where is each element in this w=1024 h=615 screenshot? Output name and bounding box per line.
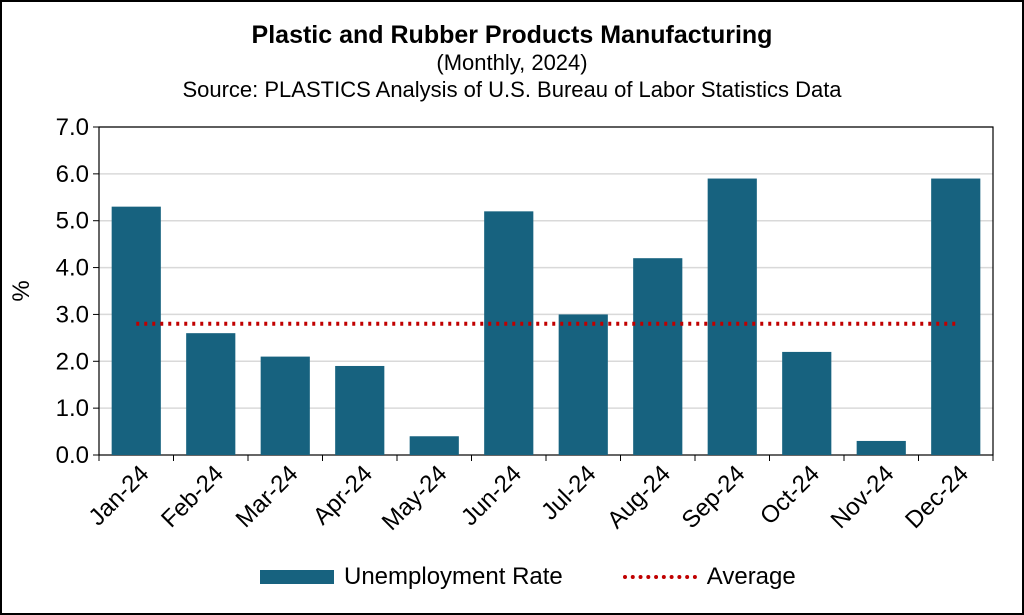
bar	[111, 206, 161, 455]
legend-average-swatch	[622, 575, 697, 579]
legend-average-label: Average	[706, 563, 796, 590]
bar	[558, 314, 608, 455]
legend-bar-label: Unemployment Rate	[344, 563, 563, 590]
legend-bar-swatch	[260, 570, 334, 584]
title-block: Plastic and Rubber Products Manufacturin…	[2, 20, 1022, 104]
bar	[931, 178, 981, 456]
bar	[260, 356, 310, 455]
bar	[409, 436, 459, 455]
x-tick-label: Sep-24	[677, 460, 751, 534]
legend: Unemployment Rate Average	[260, 562, 796, 592]
bar	[335, 365, 385, 455]
y-tick-label: 1.0	[56, 395, 89, 422]
x-tick-label: Jul-24	[536, 460, 601, 525]
y-tick-label: 6.0	[56, 161, 89, 188]
x-tick-label: Dec-24	[900, 460, 974, 534]
chart-subtitle: (Monthly, 2024)	[436, 50, 588, 75]
y-axis-title: %	[8, 280, 35, 301]
y-tick-label: 2.0	[56, 348, 89, 375]
chart-source: Source: PLASTICS Analysis of U.S. Bureau…	[182, 77, 842, 102]
y-tick-label: 4.0	[56, 255, 89, 282]
x-tick-label: Jan-24	[84, 460, 155, 531]
bar	[707, 178, 757, 456]
x-tick-label: Feb-24	[156, 460, 229, 533]
x-tick-label: Jun-24	[456, 460, 527, 531]
bar	[484, 211, 534, 455]
y-tick-label: 3.0	[56, 301, 89, 328]
chart-title: Plastic and Rubber Products Manufacturin…	[251, 21, 773, 49]
bar	[633, 258, 683, 455]
x-tick-label: Apr-24	[308, 460, 378, 530]
x-tick-label: Aug-24	[602, 460, 676, 534]
x-tick-label: May-24	[377, 460, 453, 536]
bar	[186, 333, 236, 455]
x-tick-label: Oct-24	[755, 460, 825, 530]
x-tick-label: Nov-24	[826, 460, 900, 534]
bar	[856, 440, 906, 455]
y-tick-label: 7.0	[56, 114, 89, 141]
bar	[782, 351, 832, 455]
x-tick-label: Mar-24	[231, 460, 304, 533]
y-tick-label: 5.0	[56, 208, 89, 235]
y-tick-label: 0.0	[56, 442, 89, 469]
